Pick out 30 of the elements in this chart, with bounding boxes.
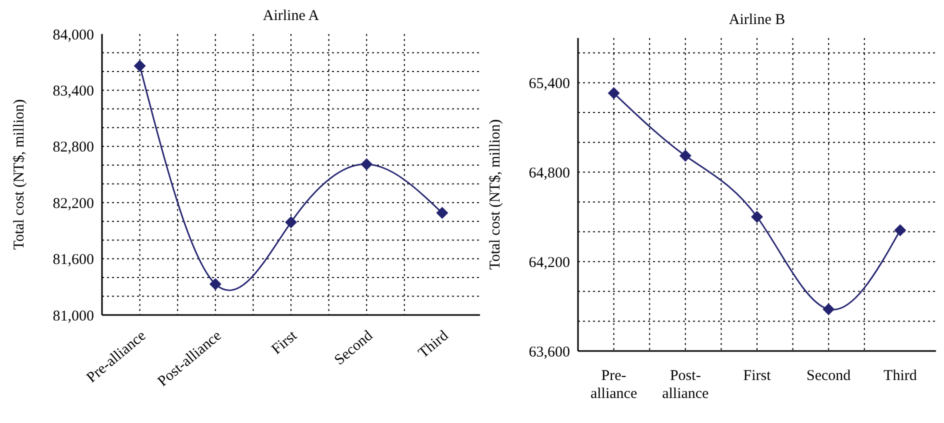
point (894, 224, 906, 236)
point (360, 158, 373, 170)
y-tick-label: 63,600 (528, 344, 570, 360)
point (436, 206, 448, 219)
point (822, 303, 835, 316)
point (285, 216, 297, 228)
point (751, 210, 763, 223)
y-tick-label: 81,000 (52, 308, 94, 324)
y-tick-label: 84,000 (52, 27, 94, 44)
chart-title: Airline B (728, 12, 786, 29)
point (209, 278, 222, 290)
y-tick-label: 64,200 (528, 254, 570, 271)
y-tick-label: 64,800 (528, 165, 570, 182)
chart-title: Airline A (262, 8, 320, 25)
y-tick-label: 82,800 (52, 140, 94, 156)
point (134, 60, 146, 72)
y-tick-label: 81,600 (52, 252, 94, 268)
y-tick-label: 83,400 (52, 84, 94, 100)
x-tick-label: First (743, 368, 772, 384)
x-tick-label: First (268, 327, 301, 358)
x-tick-label: Third (884, 368, 918, 384)
y-tick-label: 65,400 (528, 76, 570, 92)
y-axis-title: Total cost (NT$, million) (11, 99, 28, 250)
y-axis-title: Total cost (NT$, million) (487, 119, 504, 270)
x-tick-label: Post-alliance (662, 368, 710, 402)
point (608, 87, 620, 100)
x-tick-label: Second (806, 368, 852, 384)
y-tick-label: 82,200 (52, 196, 94, 212)
x-tick-label: Pre-alliance (590, 368, 638, 402)
point (679, 150, 692, 162)
